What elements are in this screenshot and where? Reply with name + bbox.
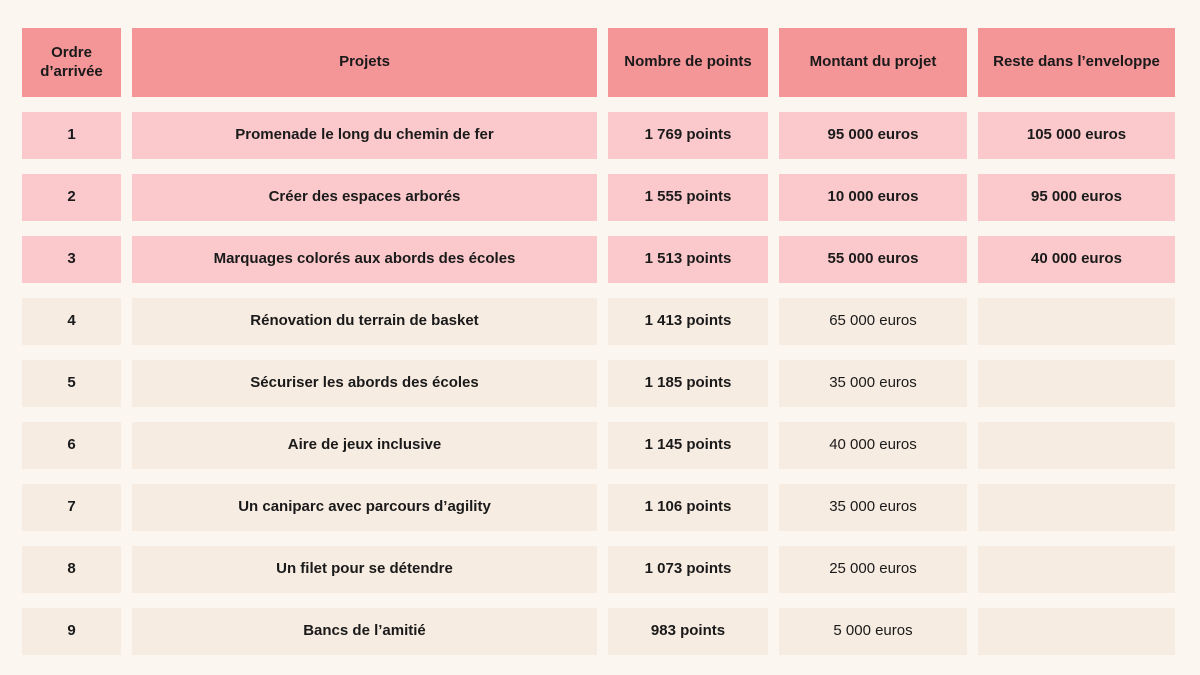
row8-points-cell: 1 073 points [608, 546, 768, 593]
header-montant-du-projet: Montant du projet [779, 28, 967, 97]
row2-projet-cell: Créer des espaces arborés [132, 174, 597, 221]
row6-points-cell: 1 145 points [608, 422, 768, 469]
row9-montant-cell: 5 000 euros [779, 608, 967, 655]
row7-reste-cell [978, 484, 1175, 531]
row3-projet-cell: Marquages colorés aux abords des écoles [132, 236, 597, 283]
row5-points-cell: 1 185 points [608, 360, 768, 407]
row5-montant-cell: 35 000 euros [779, 360, 967, 407]
row7-ordre-cell: 7 [22, 484, 121, 531]
row2-montant-cell: 10 000 euros [779, 174, 967, 221]
row1-montant-cell: 95 000 euros [779, 112, 967, 159]
row1-ordre-cell: 1 [22, 112, 121, 159]
row5-projet-cell: Sécuriser les abords des écoles [132, 360, 597, 407]
header-ordre-arrivee: Ordre d’arrivée [22, 28, 121, 97]
row9-points-cell: 983 points [608, 608, 768, 655]
row1-projet-cell: Promenade le long du chemin de fer [132, 112, 597, 159]
row8-reste-cell [978, 546, 1175, 593]
row3-ordre-cell: 3 [22, 236, 121, 283]
row3-reste-cell: 40 000 euros [978, 236, 1175, 283]
row9-ordre-cell: 9 [22, 608, 121, 655]
row5-ordre-cell: 5 [22, 360, 121, 407]
row2-ordre-cell: 2 [22, 174, 121, 221]
row4-montant-cell: 65 000 euros [779, 298, 967, 345]
row9-projet-cell: Bancs de l’amitié [132, 608, 597, 655]
row4-points-cell: 1 413 points [608, 298, 768, 345]
results-table: Ordre d’arrivée Projets Nombre de points… [22, 28, 1176, 655]
row8-ordre-cell: 8 [22, 546, 121, 593]
row1-points-cell: 1 769 points [608, 112, 768, 159]
row1-reste-cell: 105 000 euros [978, 112, 1175, 159]
row6-montant-cell: 40 000 euros [779, 422, 967, 469]
header-nombre-de-points: Nombre de points [608, 28, 768, 97]
row7-points-cell: 1 106 points [608, 484, 768, 531]
row3-points-cell: 1 513 points [608, 236, 768, 283]
row4-projet-cell: Rénovation du terrain de basket [132, 298, 597, 345]
row6-ordre-cell: 6 [22, 422, 121, 469]
row8-projet-cell: Un filet pour se détendre [132, 546, 597, 593]
header-reste-enveloppe: Reste dans l’enveloppe [978, 28, 1175, 97]
row7-projet-cell: Un caniparc avec parcours d’agility [132, 484, 597, 531]
row2-reste-cell: 95 000 euros [978, 174, 1175, 221]
row7-montant-cell: 35 000 euros [779, 484, 967, 531]
row9-reste-cell [978, 608, 1175, 655]
row4-ordre-cell: 4 [22, 298, 121, 345]
row6-projet-cell: Aire de jeux inclusive [132, 422, 597, 469]
row5-reste-cell [978, 360, 1175, 407]
header-projets: Projets [132, 28, 597, 97]
row3-montant-cell: 55 000 euros [779, 236, 967, 283]
row8-montant-cell: 25 000 euros [779, 546, 967, 593]
row4-reste-cell [978, 298, 1175, 345]
row2-points-cell: 1 555 points [608, 174, 768, 221]
row6-reste-cell [978, 422, 1175, 469]
